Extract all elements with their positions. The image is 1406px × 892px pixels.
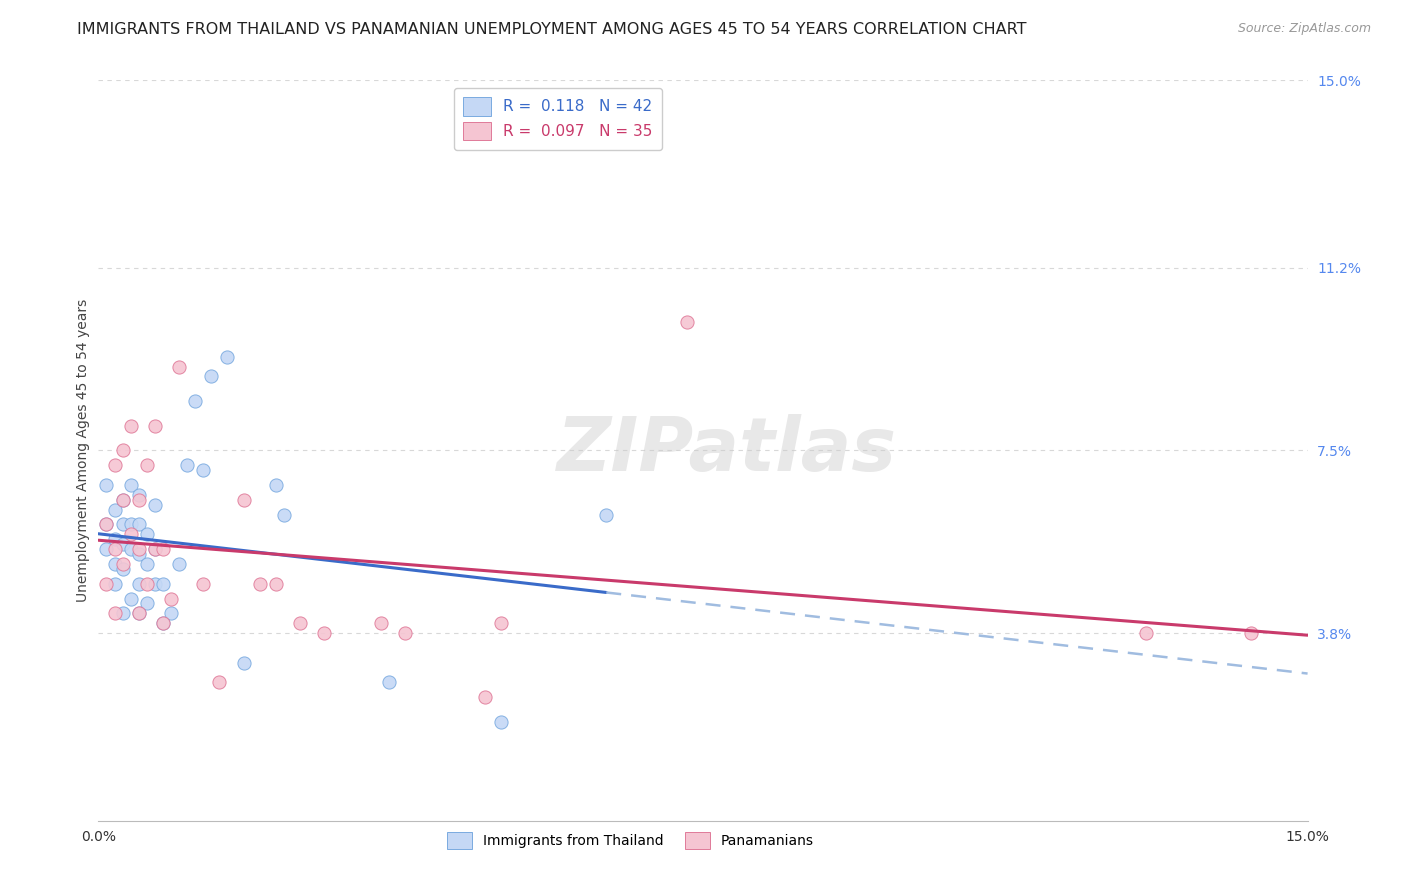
Point — [1135, 626, 1157, 640]
Point — [193, 463, 215, 477]
Point — [111, 562, 134, 576]
Point — [264, 478, 287, 492]
Point — [491, 616, 513, 631]
Point — [143, 576, 166, 591]
Point — [167, 557, 190, 571]
Point — [120, 591, 142, 606]
Point — [120, 527, 142, 541]
Point — [128, 488, 150, 502]
Point — [128, 607, 150, 621]
Point — [143, 542, 166, 557]
Point — [314, 626, 336, 640]
Text: ZIPatlas: ZIPatlas — [557, 414, 897, 487]
Point — [96, 542, 118, 557]
Point — [128, 576, 150, 591]
Point — [370, 616, 392, 631]
Point — [128, 492, 150, 507]
Point — [111, 517, 134, 532]
Point — [96, 478, 118, 492]
Legend: Immigrants from Thailand, Panamanians: Immigrants from Thailand, Panamanians — [441, 826, 820, 855]
Point — [273, 508, 295, 522]
Point — [232, 492, 254, 507]
Point — [103, 542, 125, 557]
Point — [208, 675, 231, 690]
Point — [152, 576, 174, 591]
Point — [152, 616, 174, 631]
Point — [111, 557, 134, 571]
Point — [264, 576, 287, 591]
Point — [120, 542, 142, 557]
Point — [160, 607, 183, 621]
Point — [103, 502, 125, 516]
Point — [111, 492, 134, 507]
Point — [217, 350, 239, 364]
Point — [103, 458, 125, 473]
Point — [193, 576, 215, 591]
Point — [200, 369, 222, 384]
Point — [176, 458, 198, 473]
Point — [120, 478, 142, 492]
Point — [167, 359, 190, 374]
Point — [474, 690, 496, 705]
Point — [103, 576, 125, 591]
Point — [135, 527, 157, 541]
Point — [135, 576, 157, 591]
Point — [143, 498, 166, 512]
Point — [288, 616, 311, 631]
Point — [377, 675, 399, 690]
Point — [120, 517, 142, 532]
Point — [111, 443, 134, 458]
Point — [135, 597, 157, 611]
Point — [96, 517, 118, 532]
Point — [128, 517, 150, 532]
Point — [152, 616, 174, 631]
Text: IMMIGRANTS FROM THAILAND VS PANAMANIAN UNEMPLOYMENT AMONG AGES 45 TO 54 YEARS CO: IMMIGRANTS FROM THAILAND VS PANAMANIAN U… — [77, 22, 1026, 37]
Point — [135, 557, 157, 571]
Point — [160, 591, 183, 606]
Point — [96, 517, 118, 532]
Point — [676, 315, 699, 329]
Point — [1240, 626, 1263, 640]
Point — [184, 394, 207, 409]
Point — [135, 458, 157, 473]
Point — [111, 492, 134, 507]
Point — [120, 418, 142, 433]
Text: Source: ZipAtlas.com: Source: ZipAtlas.com — [1237, 22, 1371, 36]
Point — [111, 537, 134, 551]
Point — [128, 607, 150, 621]
Point — [103, 557, 125, 571]
Point — [128, 547, 150, 561]
Point — [103, 607, 125, 621]
Point — [111, 607, 134, 621]
Point — [394, 626, 416, 640]
Point — [491, 714, 513, 729]
Point — [143, 542, 166, 557]
Point — [103, 533, 125, 547]
Y-axis label: Unemployment Among Ages 45 to 54 years: Unemployment Among Ages 45 to 54 years — [76, 299, 90, 602]
Point — [128, 542, 150, 557]
Point — [96, 576, 118, 591]
Point — [232, 656, 254, 670]
Point — [595, 508, 617, 522]
Point — [152, 542, 174, 557]
Point — [143, 418, 166, 433]
Point — [249, 576, 271, 591]
